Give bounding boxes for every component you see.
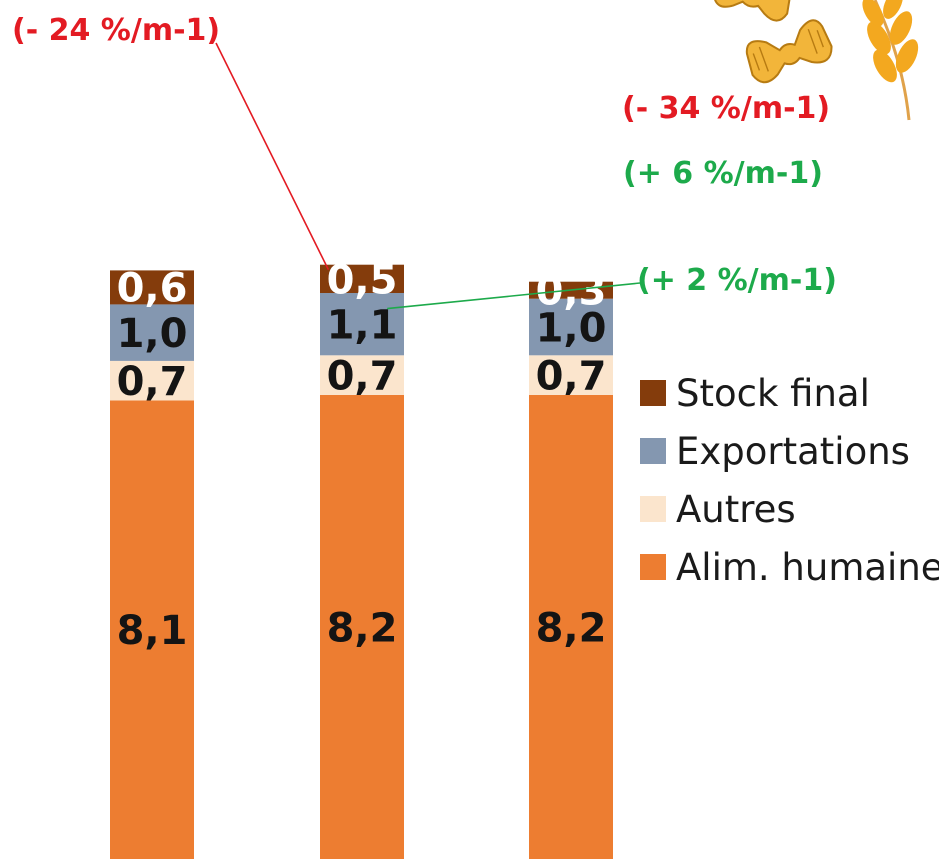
wheat-icon: [862, 0, 919, 121]
data-label: 0,5: [327, 257, 398, 303]
data-label: 1,0: [536, 305, 607, 351]
pasta-icon: [745, 19, 833, 84]
bar-segment: [110, 360, 194, 401]
bar-segment: [529, 394, 613, 859]
legend: Stock final Exportations Autres Alim. humai…: [640, 372, 939, 589]
data-label: 0,7: [117, 359, 188, 405]
legend-label: Autres: [676, 488, 796, 531]
annotation-leader-line: [215, 42, 330, 271]
data-label: 0,7: [536, 354, 607, 400]
bar-segment: [110, 304, 194, 361]
legend-swatch: [640, 554, 666, 580]
annotation-label: (+ 6 %/m-1): [623, 156, 823, 191]
data-label: 1,0: [117, 311, 188, 357]
data-label: 0,7: [327, 354, 398, 400]
data-label: 0,3: [536, 269, 607, 315]
annotations-layer: (- 24 %/m-1) (- 34 %/m-1) (+ 6 %/m-1) (+ 2 …: [12, 13, 837, 310]
bar-segment: [320, 394, 404, 859]
legend-label: Exportations: [676, 430, 910, 473]
data-label: 1,1: [327, 303, 398, 349]
data-label: 8,2: [536, 605, 607, 651]
legend-swatch: [640, 496, 666, 522]
bars-layer: [110, 264, 613, 859]
bar-segment: [529, 355, 613, 395]
bar-segment: [110, 270, 194, 305]
data-label: 8,2: [327, 605, 398, 651]
bar-segment: [320, 355, 404, 395]
pasta-icon: [712, 0, 792, 22]
legend-label: Stock final: [676, 372, 870, 415]
data-label: 0,6: [117, 266, 188, 312]
annotation-label: (- 24 %/m-1): [12, 13, 220, 48]
annotation-label: (+ 2 %/m-1): [637, 263, 837, 298]
bar-segment: [529, 298, 613, 356]
data-label: 8,1: [117, 608, 188, 654]
legend-label: Alim. humaine: [676, 546, 939, 589]
annotation-label: (- 34 %/m-1): [622, 91, 830, 126]
legend-swatch: [640, 438, 666, 464]
annotation-leader-line: [387, 282, 641, 310]
bar-segment: [320, 293, 404, 356]
bar-segment: [110, 400, 194, 859]
bar-segment: [320, 264, 404, 293]
legend-swatch: [640, 380, 666, 406]
